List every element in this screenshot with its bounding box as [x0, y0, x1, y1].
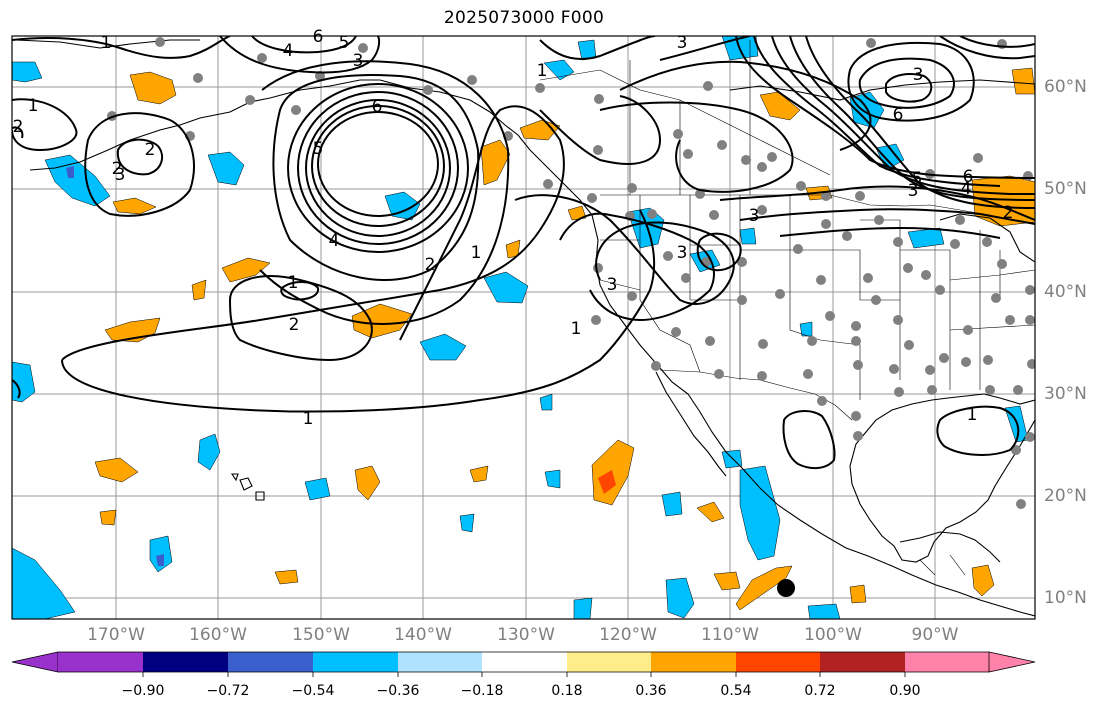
contour-label: 4 [329, 231, 340, 251]
strong-positive-areas [598, 470, 616, 494]
contour-label: 3 [908, 181, 919, 201]
contour-label: 5 [339, 33, 350, 53]
contour-label: 4 [961, 179, 972, 199]
contour-label: 6 [893, 105, 904, 125]
colorbar-tick-label: 0.18 [551, 683, 583, 699]
contour-label: 3 [677, 243, 688, 263]
contour-label: 3 [353, 51, 364, 71]
colorbar-extend-high [988, 651, 1036, 673]
lon-label: 140°W [394, 625, 452, 645]
colorbar-tick-label: 0.90 [889, 683, 921, 699]
coastlines [15, 39, 1035, 617]
contour-label: 1 [471, 243, 482, 263]
colorbar-tick-label: 0.72 [804, 683, 836, 699]
lon-label: 100°W [804, 625, 862, 645]
contour-label: 6 [372, 97, 383, 117]
contour-label: 1 [537, 61, 548, 81]
contour-label: 2 [13, 117, 24, 137]
contour-label: 1 [288, 273, 299, 293]
colorbar-tick-label: 0.36 [635, 683, 667, 699]
lon-label: 150°W [292, 625, 350, 645]
contour-label: 3 [913, 65, 924, 85]
contour-label: 2 [289, 315, 300, 335]
contour-label: 1 [303, 409, 314, 429]
contour-label: 3 [607, 275, 618, 295]
lon-label: 90°W [911, 625, 959, 645]
contour-label: 6 [963, 167, 974, 187]
map-plot-area [12, 36, 1035, 619]
lon-label: 120°W [599, 625, 657, 645]
contour-label: 2 [145, 140, 156, 160]
lat-label: 20°N [1044, 486, 1087, 506]
lat-label: 40°N [1044, 282, 1087, 302]
contour-label: 4 [283, 41, 294, 61]
contour-label: 1 [28, 96, 39, 116]
lat-label: 10°N [1044, 588, 1087, 608]
map-title: 2025073000 F000 [443, 8, 605, 28]
pressure-contours [12, 36, 1035, 470]
map-frame [11, 35, 1036, 620]
negative-anomaly-areas [12, 36, 1029, 619]
lat-label: 60°N [1044, 77, 1087, 97]
positive-anomaly-areas [94, 67, 1035, 611]
colorbar-extend-low [11, 651, 59, 673]
contour-label: 2 [112, 159, 123, 179]
contour-label: 5 [912, 169, 923, 189]
colorbar-tick-label: −0.36 [376, 683, 420, 699]
lon-label: 160°W [189, 625, 247, 645]
colorbar [11, 651, 1036, 677]
colorbar-tick-label: 0.54 [720, 683, 752, 699]
contour-label: 3 [115, 165, 126, 185]
contour-label: 1 [101, 33, 112, 53]
lat-label: 50°N [1044, 179, 1087, 199]
contour-label: 1 [571, 319, 582, 339]
colorbar-tick-label: −0.72 [206, 683, 250, 699]
lon-label: 170°W [87, 625, 145, 645]
lat-label: 30°N [1044, 384, 1087, 404]
ocean-background [12, 36, 1035, 619]
colorbar-tick-label: −0.18 [460, 683, 504, 699]
lon-label: 130°W [497, 625, 555, 645]
colorbar-tick-label: −0.54 [291, 683, 335, 699]
contour-label: 1 [967, 405, 978, 425]
contour-label: 5 [313, 139, 324, 159]
contour-label: 3 [677, 33, 688, 53]
contour-label: 2 [425, 255, 436, 275]
lon-label: 110°W [701, 625, 759, 645]
contour-label: 2 [1003, 203, 1014, 223]
strong-negative-areas [66, 166, 164, 566]
contour-label: 3 [749, 206, 760, 226]
colorbar-tick-label: −0.90 [121, 683, 165, 699]
contour-label-layer: 1 1 2 3 4 5 6 3 2 6 4 5 3 1 2 1 2 1 3 3 … [13, 27, 1014, 429]
storm-center-marker [777, 579, 795, 597]
contour-label: 6 [313, 27, 324, 47]
